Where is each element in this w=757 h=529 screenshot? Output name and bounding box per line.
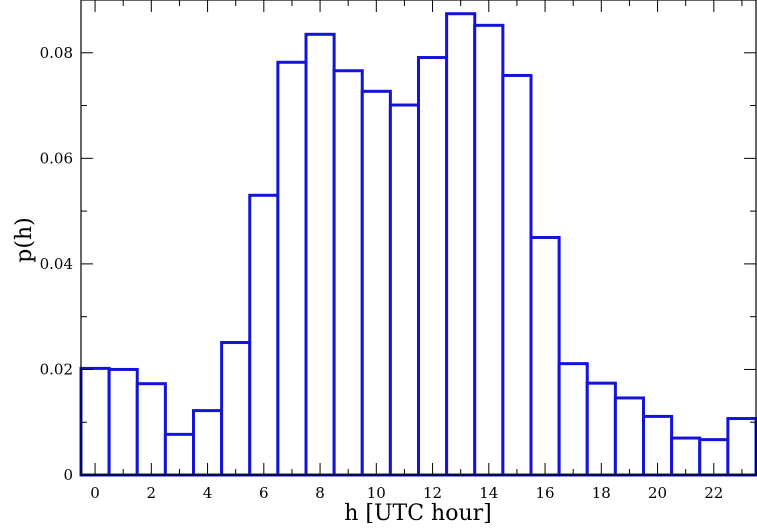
bar-hour-15	[501, 73, 533, 477]
x-tick-label-12: 12	[423, 484, 442, 502]
plot-frame	[80, 0, 757, 476]
y-tick-label-1: 0.02	[40, 360, 73, 378]
y-tick-label-4: 0.08	[40, 44, 73, 62]
bar-hour-16	[529, 236, 561, 477]
bar-hour-18	[585, 381, 617, 477]
bar-hour-8	[304, 32, 336, 477]
y-tick-labels: 0 0.02 0.04 0.06 0.08	[40, 44, 73, 484]
x-tick-label-20: 20	[648, 484, 667, 502]
bar-hour-17	[557, 362, 589, 477]
ticks-group	[81, 0, 756, 476]
y-axis-title: p(h)	[12, 217, 37, 262]
bar-hour-6	[248, 193, 280, 477]
bar-hour-11	[388, 103, 420, 477]
y-tick-label-2: 0.04	[40, 255, 73, 273]
x-tick-label-14: 14	[479, 484, 498, 502]
bar-hour-14	[473, 23, 505, 477]
y-tick-label-3: 0.06	[40, 149, 73, 167]
x-tick-label-6: 6	[259, 484, 269, 502]
x-tick-label-10: 10	[367, 484, 386, 502]
bar-hour-2	[135, 382, 167, 477]
x-tick-labels: 0 2 4 6 8 10 12 14 16 18 20 22	[90, 484, 723, 502]
x-tick-label-8: 8	[315, 484, 325, 502]
bar-hour-9	[332, 69, 364, 477]
bar-hour-7	[276, 60, 308, 477]
bar-hour-23	[726, 417, 757, 477]
bar-hour-3	[163, 432, 195, 477]
x-tick-label-18: 18	[592, 484, 611, 502]
x-axis-title: h [UTC hour]	[344, 501, 491, 526]
bars-group	[79, 12, 757, 477]
y-tick-label-0: 0	[63, 466, 73, 484]
bar-hour-0	[79, 366, 111, 477]
x-tick-label-22: 22	[704, 484, 723, 502]
bar-hour-10	[360, 89, 392, 477]
bar-hour-13	[445, 12, 477, 477]
bar-hour-19	[613, 396, 645, 477]
bar-hour-12	[417, 56, 449, 477]
x-tick-label-4: 4	[203, 484, 213, 502]
bar-hour-5	[220, 341, 252, 477]
x-tick-label-0: 0	[90, 484, 100, 502]
bar-hour-1	[107, 367, 139, 477]
x-tick-label-2: 2	[147, 484, 157, 502]
x-tick-label-16: 16	[536, 484, 555, 502]
